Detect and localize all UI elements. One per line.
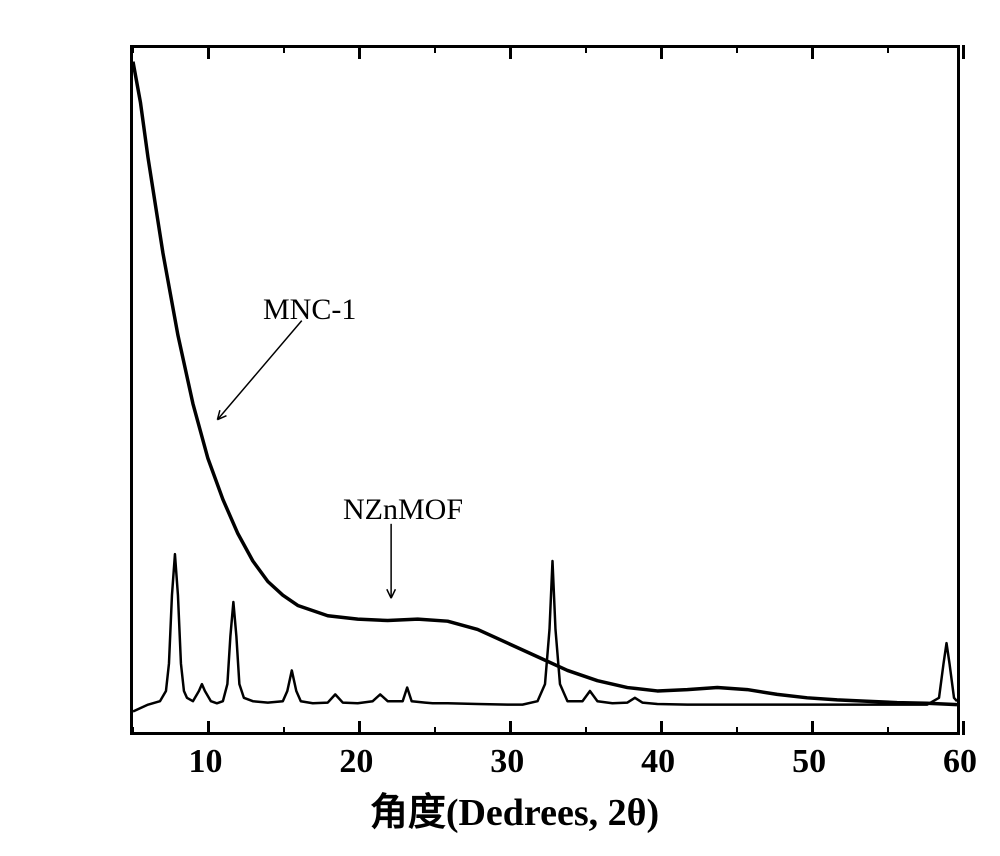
x-tick-minor-top	[887, 45, 889, 53]
x-tick-major-top	[509, 45, 512, 59]
x-tick-minor	[736, 727, 738, 735]
annotation-nznmof: NZnMOF	[343, 493, 463, 527]
x-tick-major	[811, 721, 814, 735]
series-NZnMOF	[133, 554, 957, 711]
x-tick-major	[207, 721, 210, 735]
x-tick-label: 60	[943, 743, 977, 781]
x-tick-major	[509, 721, 512, 735]
x-tick-minor-top	[434, 45, 436, 53]
chart-curves	[133, 48, 957, 732]
x-tick-label: 20	[339, 743, 373, 781]
x-tick-minor	[283, 727, 285, 735]
x-tick-label: 10	[188, 743, 222, 781]
x-tick-major	[660, 721, 663, 735]
plot-area: MNC-1 NZnMOF	[130, 45, 960, 735]
x-tick-minor	[585, 727, 587, 735]
x-axis-label: 角度(Dedrees, 2θ)	[370, 781, 659, 836]
series-MNC-1	[133, 62, 957, 705]
annotation-mnc1: MNC-1	[263, 293, 356, 327]
x-tick-major-top	[962, 45, 965, 59]
x-tick-label: 30	[490, 743, 524, 781]
x-tick-major-top	[660, 45, 663, 59]
x-tick-label: 50	[792, 743, 826, 781]
x-tick-minor-top	[132, 45, 134, 53]
x-tick-label: 40	[641, 743, 675, 781]
x-tick-minor-top	[283, 45, 285, 53]
x-tick-major	[962, 721, 965, 735]
x-tick-minor	[887, 727, 889, 735]
x-tick-major-top	[207, 45, 210, 59]
xrd-chart: 强度(Intensity, a. u. ) MNC-1 NZnMOF 10203…	[0, 0, 1000, 856]
x-tick-major	[358, 721, 361, 735]
x-tick-minor	[132, 727, 134, 735]
x-tick-minor-top	[736, 45, 738, 53]
x-tick-minor	[434, 727, 436, 735]
x-tick-minor-top	[585, 45, 587, 53]
x-tick-major-top	[811, 45, 814, 59]
x-tick-major-top	[358, 45, 361, 59]
